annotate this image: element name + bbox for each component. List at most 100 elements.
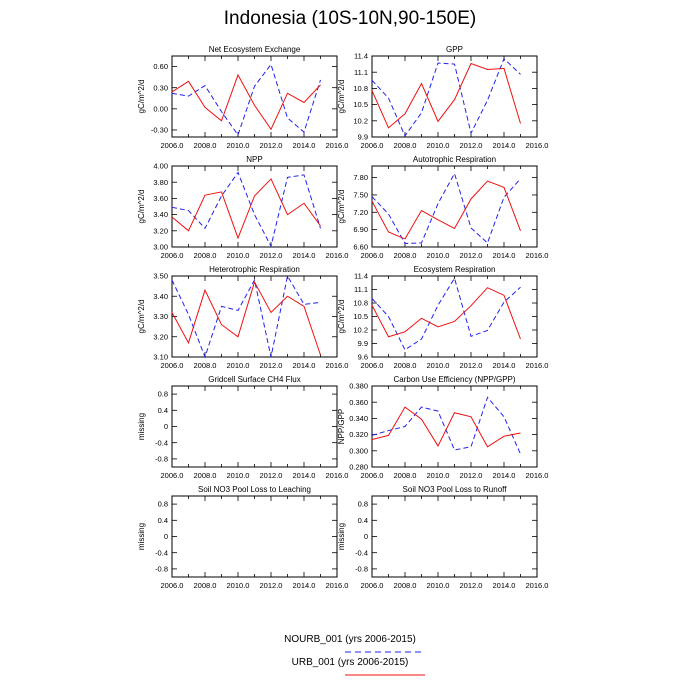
y-tick-label: 4.00 <box>153 162 168 171</box>
plot-frame <box>371 495 538 578</box>
y-tick-label: -0.8 <box>355 565 368 574</box>
y-axis-label: NPP/GPP <box>337 409 346 445</box>
y-tick-label: -0.4 <box>155 438 168 447</box>
y-tick-label: 6.90 <box>353 225 368 234</box>
x-tick-label: 2016.0 <box>326 361 349 370</box>
x-tick-label: 2014.0 <box>293 361 316 370</box>
plot-frame <box>171 55 338 138</box>
y-axis-label: missing <box>137 523 146 550</box>
x-tick-label: 2016.0 <box>526 361 549 370</box>
panel-title: Gridcell Surface CH4 Flux <box>208 375 300 384</box>
y-tick-label: 0.00 <box>153 104 168 113</box>
x-tick-label: 2010.0 <box>427 141 450 150</box>
y-tick-label: 0.320 <box>349 430 368 439</box>
panel-title: NPP <box>246 155 262 164</box>
y-tick-label: 0.340 <box>349 414 368 423</box>
panel-1: Net Ecosystem Exchange 2006.0 2008.0 2010.0… <box>137 45 348 150</box>
y-tick-label: 0.4 <box>158 516 168 525</box>
x-tick-label: 2006.0 <box>361 251 384 260</box>
plot-frame <box>171 495 338 578</box>
y-tick-label: 11.1 <box>354 68 368 77</box>
y-tick-label: -0.8 <box>155 455 168 464</box>
series-line-nourb-001 <box>171 274 321 359</box>
panel-title: Net Ecosystem Exchange <box>209 45 301 54</box>
x-tick-label: 2008.0 <box>194 471 217 480</box>
panel-title: Soil NO3 Pool Loss to Runoff <box>403 485 508 494</box>
panel-title: Heterotrophic Respiration <box>209 265 300 274</box>
x-tick-label: 2006.0 <box>361 581 384 590</box>
y-tick-label: -0.4 <box>355 548 368 557</box>
legend-nourb-label: NOURB_001 (yrs 2006-2015) <box>284 634 416 645</box>
panel-6: Ecosystem Respiration 2006.0 2008.0 2010.0 2… <box>337 265 548 370</box>
panel-title: Ecosystem Respiration <box>414 265 496 274</box>
x-tick-label: 2010.0 <box>227 361 250 370</box>
series-line-nourb-001 <box>371 277 521 351</box>
x-tick-label: 2016.0 <box>526 141 549 150</box>
x-tick-label: 2006.0 <box>361 141 384 150</box>
y-tick-label: 3.30 <box>153 312 168 321</box>
x-tick-label: 2016.0 <box>326 581 349 590</box>
x-tick-label: 2008.0 <box>194 251 217 260</box>
x-tick-label: 2010.0 <box>227 471 250 480</box>
y-tick-label: 0.8 <box>158 390 168 399</box>
x-tick-label: 2012.0 <box>260 471 283 480</box>
x-tick-label: 2008.0 <box>194 141 217 150</box>
y-tick-label: 0.300 <box>349 446 368 455</box>
y-tick-label: 0 <box>164 422 168 431</box>
x-tick-label: 2012.0 <box>260 581 283 590</box>
plot-frame <box>371 165 538 248</box>
series-line-nourb-001 <box>171 63 321 136</box>
series-line-urb-001 <box>371 406 521 448</box>
series-line-nourb-001 <box>171 171 321 248</box>
x-tick-label: 2012.0 <box>460 141 483 150</box>
y-tick-label: 11.4 <box>354 52 368 61</box>
y-axis-label: missing <box>137 413 146 440</box>
x-tick-label: 2014.0 <box>493 251 516 260</box>
legend-urb-line <box>345 674 425 676</box>
y-tick-label: 3.50 <box>153 272 168 281</box>
x-tick-label: 2008.0 <box>394 581 417 590</box>
series-line-nourb-001 <box>371 172 521 245</box>
x-tick-label: 2008.0 <box>394 141 417 150</box>
y-tick-label: -0.30 <box>151 126 168 135</box>
y-tick-label: 9.6 <box>358 353 368 362</box>
x-tick-label: 2010.0 <box>227 251 250 260</box>
y-tick-label: 7.80 <box>353 173 368 182</box>
y-tick-label: 10.5 <box>353 312 368 321</box>
x-tick-label: 2012.0 <box>460 251 483 260</box>
x-tick-label: 2010.0 <box>427 361 450 370</box>
y-tick-label: 0 <box>364 532 368 541</box>
series-line-urb-001 <box>171 280 321 356</box>
panel-10: Soil NO3 Pool Loss to Runoff 2006.0 2008.0… <box>337 485 548 590</box>
x-tick-label: 2014.0 <box>293 251 316 260</box>
legend-urb-label: URB_001 (yrs 2006-2015) <box>291 657 409 668</box>
y-tick-label: 0.30 <box>153 83 168 92</box>
panel-title: Autotrophic Respiration <box>413 155 496 164</box>
x-tick-label: 2014.0 <box>493 471 516 480</box>
y-tick-label: 0 <box>164 532 168 541</box>
y-tick-label: 0.4 <box>358 516 368 525</box>
panel-title: Carbon Use Efficiency (NPP/GPP) <box>393 375 515 384</box>
y-tick-label: 10.5 <box>353 100 368 109</box>
y-tick-label: 0.360 <box>349 398 368 407</box>
series-line-urb-001 <box>371 180 521 240</box>
panel-title: GPP <box>446 45 463 54</box>
x-tick-label: 2010.0 <box>427 581 450 590</box>
x-tick-label: 2012.0 <box>460 581 483 590</box>
series-line-urb-001 <box>371 62 521 129</box>
x-tick-label: 2008.0 <box>394 361 417 370</box>
x-tick-label: 2006.0 <box>361 361 384 370</box>
x-tick-label: 2008.0 <box>394 471 417 480</box>
y-tick-label: 6.60 <box>353 243 368 252</box>
x-tick-label: 2014.0 <box>493 581 516 590</box>
x-tick-label: 2006.0 <box>161 361 184 370</box>
x-tick-label: 2016.0 <box>326 471 349 480</box>
x-tick-label: 2006.0 <box>161 141 184 150</box>
y-tick-label: 0.60 <box>153 62 168 71</box>
series-line-nourb-001 <box>371 396 521 455</box>
plot-frame <box>371 385 538 468</box>
y-tick-label: 10.2 <box>353 326 368 335</box>
y-tick-label: 3.20 <box>153 332 168 341</box>
x-tick-label: 2012.0 <box>460 471 483 480</box>
panel-8: Carbon Use Efficiency (NPP/GPP) 2006.0 200… <box>337 375 548 480</box>
